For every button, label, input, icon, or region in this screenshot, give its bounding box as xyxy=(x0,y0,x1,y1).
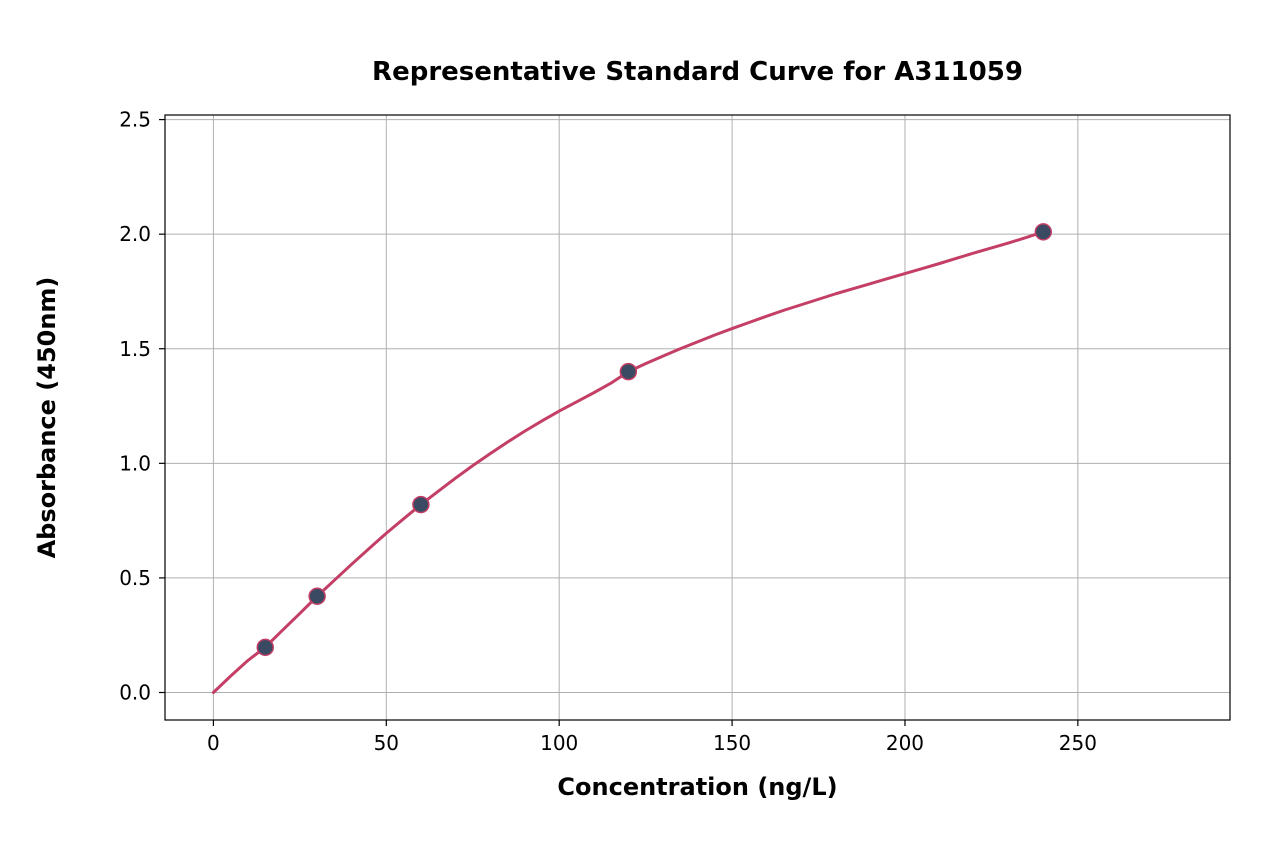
x-tick-label: 250 xyxy=(1059,731,1097,755)
chart-container: 0 50 100 150 200 250 0.0 0.5 1.0 1.5 2.0 2.5 Represe… xyxy=(0,0,1280,845)
x-tick-label: 100 xyxy=(540,731,578,755)
chart-title: Representative Standard Curve for A31105… xyxy=(372,57,1023,87)
x-axis-label: Concentration (ng/L) xyxy=(557,773,837,801)
x-tick-label: 200 xyxy=(886,731,924,755)
chart-background xyxy=(0,0,1280,845)
x-tick-label: 50 xyxy=(374,731,399,755)
data-point-marker xyxy=(413,497,429,513)
y-tick-label: 0.0 xyxy=(119,681,151,705)
data-point-marker xyxy=(1035,224,1051,240)
y-axis-label: Absorbance (450nm) xyxy=(33,277,61,559)
y-tick-label: 1.0 xyxy=(119,451,151,475)
data-point-marker xyxy=(309,588,325,604)
y-tick-label: 0.5 xyxy=(119,566,151,590)
y-tick-label: 2.5 xyxy=(119,108,151,132)
x-tick-label: 150 xyxy=(713,731,751,755)
x-tick-label: 0 xyxy=(207,731,220,755)
data-point-marker xyxy=(620,364,636,380)
y-tick-label: 1.5 xyxy=(119,337,151,361)
y-tick-label: 2.0 xyxy=(119,222,151,246)
data-point-marker xyxy=(257,639,273,655)
standard-curve-chart: 0 50 100 150 200 250 0.0 0.5 1.0 1.5 2.0 2.5 Represe… xyxy=(0,0,1280,845)
